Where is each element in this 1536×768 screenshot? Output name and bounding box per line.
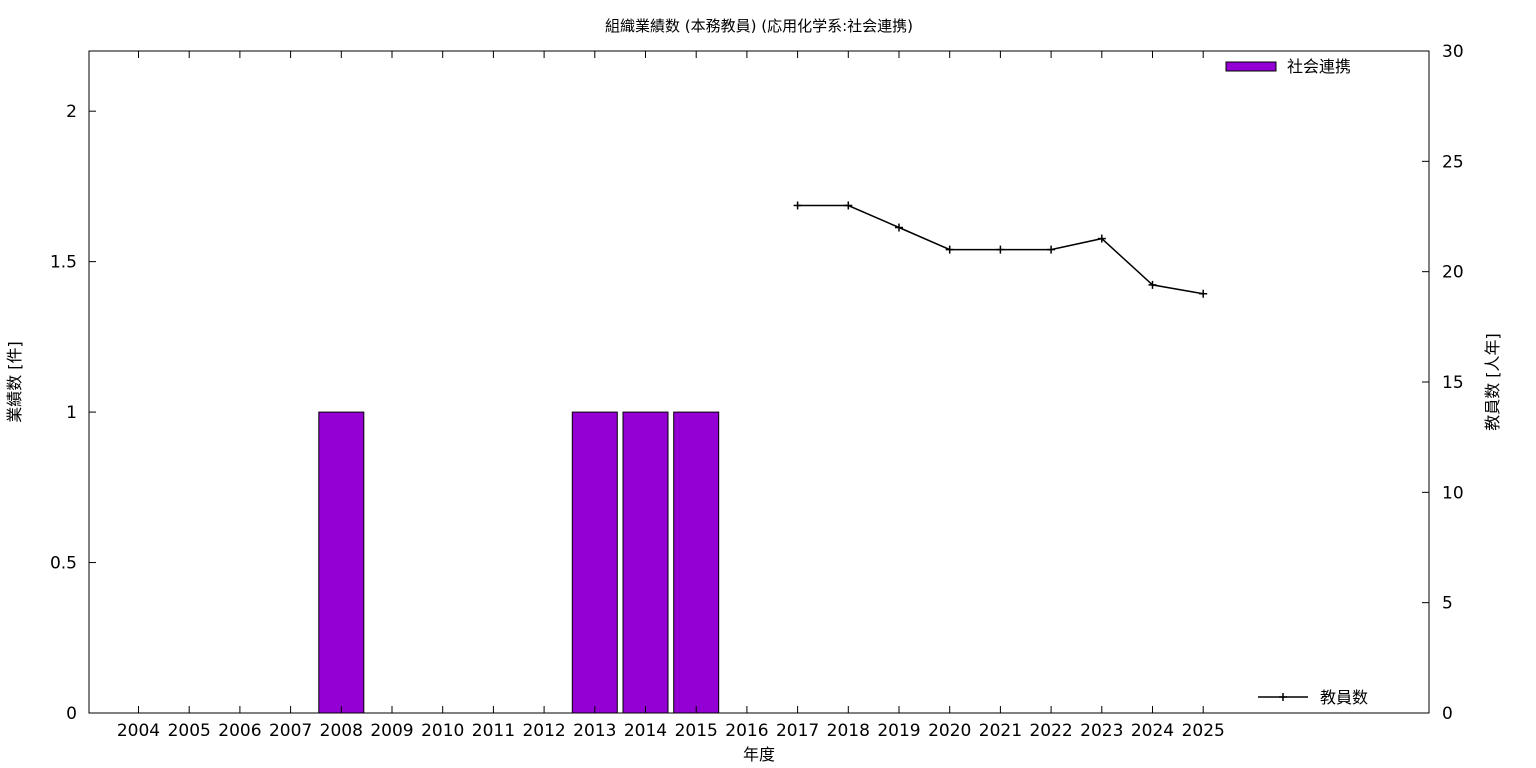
- x-tick-label-2023: 2023: [1080, 721, 1123, 741]
- line-point-2022: [1047, 245, 1056, 254]
- line-point-2019: [895, 223, 903, 232]
- x-tick-label-2020: 2020: [928, 721, 971, 741]
- x-tick-label-2006: 2006: [218, 721, 261, 741]
- x-tick-label-2017: 2017: [776, 721, 819, 741]
- x-tick-label-2022: 2022: [1029, 721, 1072, 741]
- line-point-2020: [945, 245, 954, 254]
- line-point-2024: [1148, 280, 1157, 289]
- bars-layer: [318, 411, 720, 714]
- line-point-2025: [1199, 289, 1208, 298]
- legend-line: 教員数: [1258, 688, 1368, 707]
- x-tick-label-2024: 2024: [1131, 721, 1174, 741]
- x-tick-label-2025: 2025: [1182, 721, 1225, 741]
- line-point-2021: [996, 245, 1005, 254]
- y2-tick-label-2: 10: [1442, 483, 1464, 503]
- x-axis: 2004 2005 2006 2007 2008 2009 2010 2011 2012 2013…: [117, 51, 1225, 741]
- x-tick-label-2011: 2011: [472, 721, 515, 741]
- y2-tick-label-0: 0: [1442, 704, 1453, 724]
- legend-label-bar: 社会連携: [1287, 57, 1351, 76]
- x-tick-label-2012: 2012: [522, 721, 565, 741]
- x-axis-title: 年度: [743, 745, 775, 764]
- chart-title: 組織業績数 (本務教員) (応用化学系:社会連携): [605, 17, 913, 35]
- line-point-2018: [844, 201, 853, 210]
- bar-2013: [571, 411, 618, 714]
- x-tick-label-2013: 2013: [573, 721, 616, 741]
- x-tick-label-2010: 2010: [421, 721, 464, 741]
- line-point-2017: [793, 201, 802, 210]
- y-tick-label-1: 0.5: [50, 554, 77, 574]
- y-axis-left: 0 0.5 1 1.5 2: [50, 102, 96, 724]
- y-tick-label-4: 2: [66, 102, 77, 122]
- x-tick-label-2007: 2007: [269, 721, 312, 741]
- x-tick-label-2014: 2014: [624, 721, 667, 741]
- y2-tick-label-4: 20: [1442, 263, 1464, 283]
- x-tick-label-2019: 2019: [877, 721, 920, 741]
- x-tick-label-2008: 2008: [320, 721, 363, 741]
- bar-2008: [318, 411, 365, 714]
- bar-2014: [622, 411, 669, 714]
- y2-tick-label-6: 30: [1442, 42, 1464, 62]
- legend-label-line: 教員数: [1320, 688, 1368, 707]
- line-point-2023: [1097, 234, 1106, 243]
- x-tick-label-2016: 2016: [725, 721, 768, 741]
- x-tick-label-2004: 2004: [117, 721, 160, 741]
- y2-tick-label-1: 5: [1442, 594, 1453, 614]
- bar-2015: [673, 411, 720, 714]
- y-axis-title: 業績数 [件]: [5, 341, 24, 423]
- x-tick-label-2009: 2009: [370, 721, 413, 741]
- legend-swatch-bar: [1225, 61, 1277, 72]
- x-tick-label-2021: 2021: [979, 721, 1022, 741]
- y-tick-label-0: 0: [66, 704, 77, 724]
- y-tick-label-2: 1: [66, 403, 77, 423]
- legend-bar: 社会連携: [1225, 57, 1351, 76]
- y-axis-right: 0 5 10 15 20 25 30: [1422, 42, 1464, 724]
- y2-axis-title: 教員数 [人年]: [1483, 333, 1502, 431]
- y-tick-label-3: 1.5: [50, 253, 77, 273]
- x-tick-label-2005: 2005: [168, 721, 211, 741]
- y2-tick-label-3: 15: [1442, 373, 1464, 393]
- plot-frame: [88, 50, 1430, 714]
- y2-tick-label-5: 25: [1442, 152, 1464, 172]
- line-layer: [793, 201, 1208, 298]
- x-tick-label-2015: 2015: [675, 721, 718, 741]
- x-tick-label-2018: 2018: [827, 721, 870, 741]
